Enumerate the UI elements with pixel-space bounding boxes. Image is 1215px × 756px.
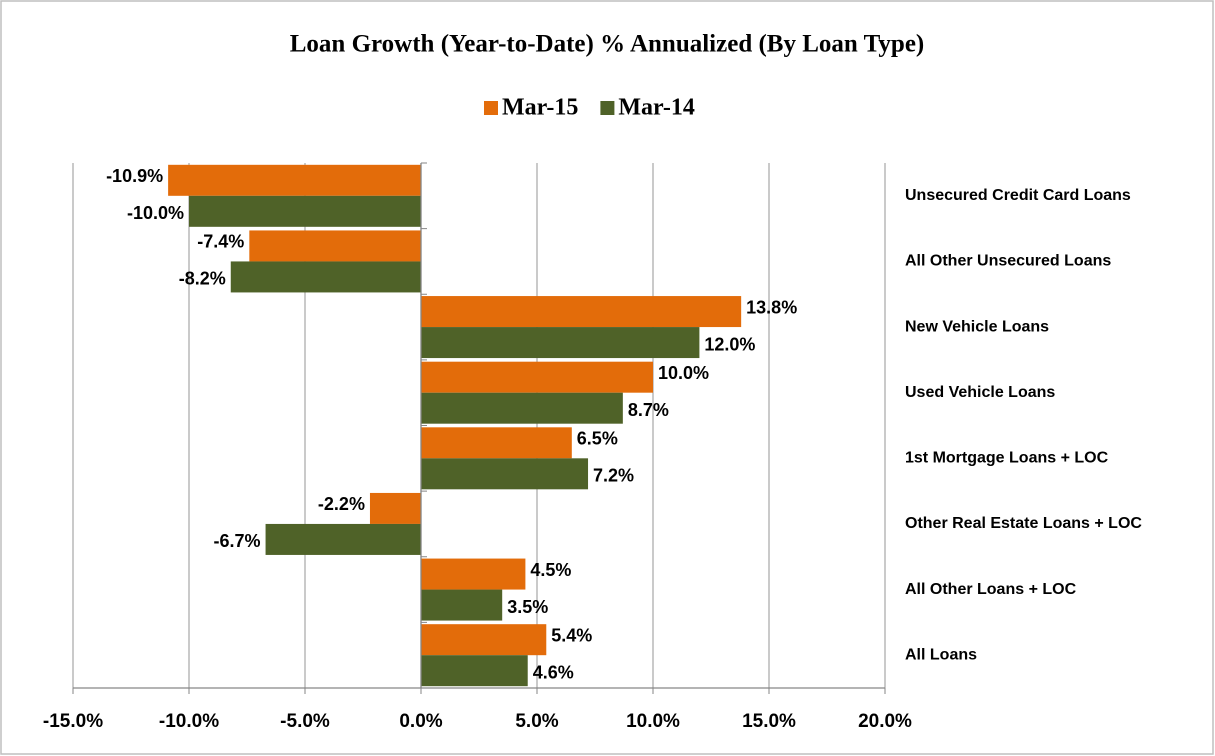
category-label: Other Real Estate Loans + LOC — [905, 515, 1142, 532]
category-label: All Loans — [905, 646, 977, 663]
category-label: New Vehicle Loans — [905, 318, 1049, 335]
x-tick-label: -5.0% — [280, 711, 330, 732]
value-label: 4.5% — [530, 560, 571, 580]
bar — [421, 427, 572, 459]
value-label: -6.7% — [214, 531, 261, 551]
x-tick-label: 15.0% — [742, 711, 796, 732]
value-label: -10.9% — [106, 166, 163, 186]
bar — [421, 624, 547, 656]
value-label: 8.7% — [628, 400, 669, 420]
x-tick-label: 0.0% — [399, 711, 442, 732]
bar — [369, 492, 421, 524]
bar — [421, 361, 653, 393]
bar — [421, 655, 528, 687]
category-label: All Other Loans + LOC — [905, 581, 1077, 598]
value-label: -10.0% — [127, 203, 184, 223]
legend-swatch — [484, 101, 498, 115]
value-label: -7.4% — [197, 232, 244, 252]
category-label: Unsecured Credit Card Loans — [905, 187, 1131, 204]
bar — [421, 558, 526, 590]
value-label: 5.4% — [551, 625, 592, 645]
legend-swatch — [600, 101, 615, 115]
category-label: All Other Unsecured Loans — [905, 253, 1111, 270]
bar — [249, 230, 421, 262]
chart-title: Loan Growth (Year-to-Date) % Annualized … — [290, 31, 925, 58]
bar — [421, 327, 700, 359]
category-label: Used Vehicle Loans — [905, 384, 1055, 401]
value-label: 7.2% — [593, 466, 634, 486]
x-tick-label: 10.0% — [626, 711, 680, 732]
value-label: 12.0% — [704, 334, 755, 354]
legend-label: Mar-15 — [502, 95, 578, 121]
value-label: -2.2% — [318, 494, 365, 514]
category-label: 1st Mortgage Loans + LOC — [905, 450, 1109, 467]
x-tick-label: 20.0% — [858, 711, 912, 732]
value-label: 13.8% — [746, 297, 797, 317]
bar — [230, 261, 421, 293]
value-label: 4.6% — [533, 662, 574, 682]
x-tick-label: -10.0% — [159, 711, 219, 732]
value-label: -8.2% — [179, 269, 226, 289]
bar — [265, 523, 421, 555]
legend-label: Mar-14 — [618, 95, 694, 121]
value-label: 10.0% — [658, 363, 709, 383]
bar — [421, 392, 623, 424]
x-tick-label: 5.0% — [515, 711, 558, 732]
value-label: 6.5% — [577, 429, 618, 449]
value-label: 3.5% — [507, 597, 548, 617]
bar — [168, 164, 421, 196]
bar — [421, 458, 589, 490]
bar — [421, 589, 503, 621]
bar — [189, 195, 421, 227]
x-tick-label: -15.0% — [43, 711, 103, 732]
bar — [421, 296, 742, 328]
